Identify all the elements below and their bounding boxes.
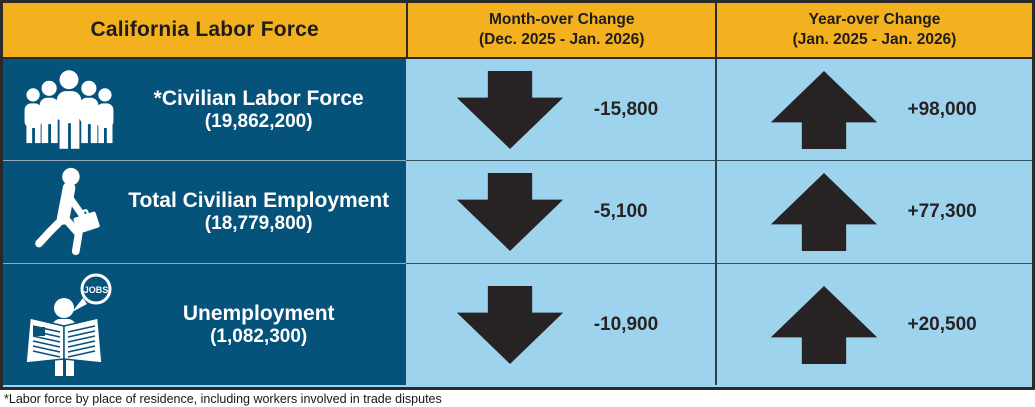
year-change-value: +77,300 [907, 201, 977, 222]
row-civilian-labor-force-label: *Civilian Labor Force (19,862,200) [3, 59, 407, 161]
month-change-value: -5,100 [593, 201, 648, 222]
header-cell-month-over: Month-over Change (Dec. 2025 - Jan. 2026… [406, 3, 716, 59]
civilian-labor-force-month-change-cell: -15,800 [406, 59, 716, 161]
civilian-labor-force-year-change-cell: +98,000 [715, 59, 1032, 161]
year-over-header-line1: Year-over Change [808, 10, 941, 28]
jobs-bubble-text: JOBS [84, 285, 109, 295]
up-arrow-icon [770, 173, 877, 251]
year-change-value: +98,000 [907, 98, 977, 120]
row-label: *Civilian Labor Force [153, 86, 364, 110]
jobs-newspaper-icon: JOBS [13, 272, 125, 378]
labor-force-table: California Labor Force Month-over Change… [0, 0, 1035, 390]
row-label-block: *Civilian Labor Force (19,862,200) [125, 86, 400, 134]
walking-worker-icon [13, 166, 125, 258]
total-employment-month-change-cell: -5,100 [406, 161, 716, 264]
row-label-block: Unemployment (1,082,300) [125, 301, 400, 349]
month-change-value: -10,900 [593, 313, 659, 335]
month-over-header-line1: Month-over Change [488, 10, 635, 28]
row-unemployment-label: JOBS Unemployment [3, 264, 407, 385]
unemployment-month-change-cell: -10,900 [406, 264, 716, 385]
footnote: *Labor force by place of residence, incl… [4, 392, 442, 406]
row-total-employment-label: Total Civilian Employment (18,779,800) [3, 161, 407, 264]
header-cell-year-over: Year-over Change (Jan. 2025 - Jan. 2026) [715, 3, 1032, 59]
down-arrow-icon [456, 70, 563, 149]
down-arrow-icon [456, 285, 563, 364]
year-over-header-line2: (Jan. 2025 - Jan. 2026) [792, 31, 957, 48]
month-change-value: -15,800 [593, 98, 659, 120]
row-label-block: Total Civilian Employment (18,779,800) [125, 188, 400, 236]
row-level: (18,779,800) [204, 213, 313, 235]
row-label: Unemployment [182, 301, 335, 325]
header-cell-labor-force: California Labor Force [3, 3, 407, 59]
month-over-header-line2: (Dec. 2025 - Jan. 2026) [478, 31, 645, 48]
row-label: Total Civilian Employment [128, 189, 390, 212]
year-change-value: +20,500 [907, 313, 977, 335]
table-title: California Labor Force [90, 18, 319, 41]
crowd-icon [13, 67, 125, 153]
down-arrow-icon [456, 173, 563, 251]
up-arrow-icon [770, 70, 877, 149]
row-level: (1,082,300) [210, 325, 308, 347]
row-level: (19,862,200) [204, 110, 313, 132]
unemployment-year-change-cell: +20,500 [715, 264, 1032, 385]
up-arrow-icon [770, 285, 877, 364]
total-employment-year-change-cell: +77,300 [715, 161, 1032, 264]
